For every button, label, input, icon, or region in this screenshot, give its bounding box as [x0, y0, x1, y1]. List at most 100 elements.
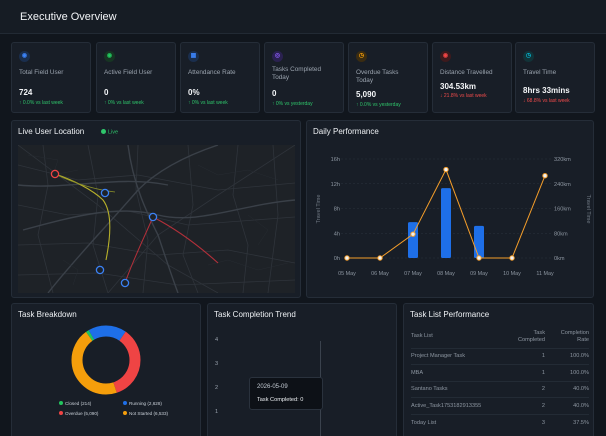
users-icon: ◉ — [19, 51, 30, 62]
bar — [408, 222, 418, 258]
map-title: Live User Location — [18, 127, 85, 136]
tasks-icon: ◎ — [272, 51, 283, 62]
daily-title: Daily Performance — [313, 127, 379, 136]
kpi-delta: ↑ 0.0% vs last week — [19, 100, 63, 106]
kpi-value: 5,090 — [356, 90, 377, 99]
timer-icon: ◷ — [523, 51, 534, 62]
kpi-value: 304.53km — [440, 82, 477, 91]
kpi-delta: ↑ 0% vs last week — [188, 100, 228, 106]
kpi-travel-time[interactable]: ◷ Travel Time 8hrs 33mins ↓ 68.8% vs las… — [515, 42, 595, 113]
kpi-total-field-user[interactable]: ◉ Total Field User 724 ↑ 0.0% vs last we… — [11, 42, 91, 113]
y-tick-label: 12h — [331, 182, 340, 188]
task-breakdown-donut[interactable] — [70, 324, 142, 396]
trend-title: Task Completion Trend — [214, 310, 296, 319]
y2-axis-label: Travel Time — [585, 194, 591, 223]
y2-tick-label: 80km — [554, 231, 568, 237]
kpi-delta: ↑ 0% vs yesterday — [272, 101, 313, 107]
kpi-delta: ↑ 0% vs last week — [104, 100, 144, 106]
kpi-tasks-completed[interactable]: ◎ Tasks Completed Today 0 ↑ 0% vs yester… — [264, 42, 344, 113]
task-list-performance-panel: Task List Performance Task List Task Com… — [403, 303, 594, 436]
column-header: Task List — [411, 333, 433, 340]
kpi-attendance-rate[interactable]: ▦ Attendance Rate 0% ↑ 0% vs last week — [180, 42, 260, 113]
daily-performance-panel: Daily Performance 0h 4h 8h 12h 16h 0km 80km 160… — [306, 120, 594, 298]
kpi-delta: ↑ 0.0% vs yesterday — [356, 102, 401, 108]
kpi-label: Distance Travelled — [440, 69, 493, 76]
live-label: Live — [108, 129, 119, 136]
column-header: Task Completed — [517, 329, 545, 343]
line-point — [476, 255, 482, 261]
legend-not-started: Not Started (6,533) — [123, 411, 168, 416]
kpi-distance-travelled[interactable]: ◉ Distance Travelled 304.53km ↓ 21.8% vs… — [432, 42, 512, 113]
location-icon: ◉ — [440, 51, 451, 62]
x-tick-label: 10 May — [503, 271, 521, 277]
y-tick-label: 8h — [334, 207, 340, 213]
legend-overdue: Overdue (5,090) — [59, 411, 98, 416]
x-tick-label: 11 May — [536, 271, 554, 277]
live-badge: Live — [101, 129, 118, 136]
trend-ytick: 4 — [215, 337, 219, 343]
table-header: Task List Task Completed Completion Rate — [411, 326, 589, 348]
table-row[interactable]: Project Manager Task 1 100.0% — [411, 347, 589, 365]
bar — [441, 188, 451, 258]
x-tick-label: 05 May — [338, 271, 356, 277]
legend-running: Running (2,628) — [123, 401, 162, 406]
kpi-value: 724 — [19, 88, 33, 97]
x-tick-label: 06 May — [371, 271, 389, 277]
bar — [474, 225, 484, 258]
legend-closed: Closed (214) — [59, 401, 91, 406]
kpi-delta: ↓ 21.8% vs last week — [440, 93, 487, 99]
trend-ytick: 2 — [215, 385, 219, 391]
y-tick-label: 4h — [334, 231, 340, 237]
table-row[interactable]: Today List 3 37.5% — [411, 413, 589, 431]
trend-ytick: 3 — [215, 361, 219, 367]
live-map[interactable] — [18, 145, 295, 293]
line-point — [344, 255, 350, 261]
trend-tooltip: 2026-05-09 Task Completed: 0 — [249, 377, 323, 410]
table-row[interactable]: Active_Task1753182913355 2 40.0% — [411, 397, 589, 414]
trend-ytick: 1 — [215, 409, 219, 415]
line-point — [443, 166, 449, 173]
y2-tick-label: 0km — [554, 256, 565, 262]
x-tick-label: 09 May — [470, 271, 488, 277]
breakdown-title: Task Breakdown — [18, 310, 77, 319]
tooltip-value: Task Completed: 0 — [257, 397, 304, 403]
kpi-label: Tasks Completed Today — [272, 66, 322, 81]
live-dot-icon — [101, 129, 106, 134]
x-tick-label: 08 May — [437, 271, 455, 277]
kpi-label: Overdue Tasks Today — [356, 69, 399, 84]
tooltip-date: 2026-05-09 — [257, 384, 288, 390]
y-tick-label: 0h — [334, 256, 340, 262]
kpi-label: Total Field User — [19, 69, 64, 76]
kpi-delta: ↓ 68.8% vs last week — [523, 98, 570, 104]
line-point — [410, 231, 416, 237]
task-completion-trend-panel: Task Completion Trend 4 3 2 1 2026-05-09… — [207, 303, 397, 436]
kpi-label: Attendance Rate — [188, 69, 236, 76]
tasklist-title: Task List Performance — [410, 310, 490, 319]
y-axis-label: Travel Time — [316, 194, 322, 223]
live-location-panel: Live User Location Live — [11, 120, 301, 298]
kpi-value: 0 — [272, 89, 277, 98]
line-point — [542, 173, 548, 179]
donut-slice — [71, 325, 141, 395]
kpi-overdue-tasks[interactable]: ◷ Overdue Tasks Today 5,090 ↑ 0.0% vs ye… — [348, 42, 428, 113]
x-tick-label: 07 May — [404, 271, 422, 277]
kpi-value: 0 — [104, 88, 109, 97]
donut-slice — [71, 325, 141, 395]
line-point — [509, 255, 515, 261]
kpi-label: Travel Time — [523, 69, 557, 76]
table-row[interactable]: Santano Tasks 2 40.0% — [411, 380, 589, 398]
column-header: Completion Rate — [560, 329, 589, 343]
user-check-icon: ◉ — [104, 51, 115, 62]
line-point — [377, 255, 383, 261]
page-header: Executive Overview — [0, 0, 606, 34]
y2-tick-label: 160km — [554, 207, 571, 213]
y-tick-label: 16h — [331, 157, 340, 163]
table-row[interactable]: MBA 1 100.0% — [411, 364, 589, 381]
task-list-table: Task List Task Completed Completion Rate… — [411, 326, 589, 431]
page-title: Executive Overview — [20, 11, 117, 23]
daily-performance-chart[interactable]: 0h 4h 8h 12h 16h 0km 80km 160km 240km 320km Travel… — [307, 121, 595, 299]
kpi-value: 0% — [188, 88, 200, 97]
kpi-label: Active Field User — [104, 69, 153, 76]
kpi-active-field-user[interactable]: ◉ Active Field User 0 ↑ 0% vs last week — [96, 42, 176, 113]
kpi-value: 8hrs 33mins — [523, 86, 570, 95]
